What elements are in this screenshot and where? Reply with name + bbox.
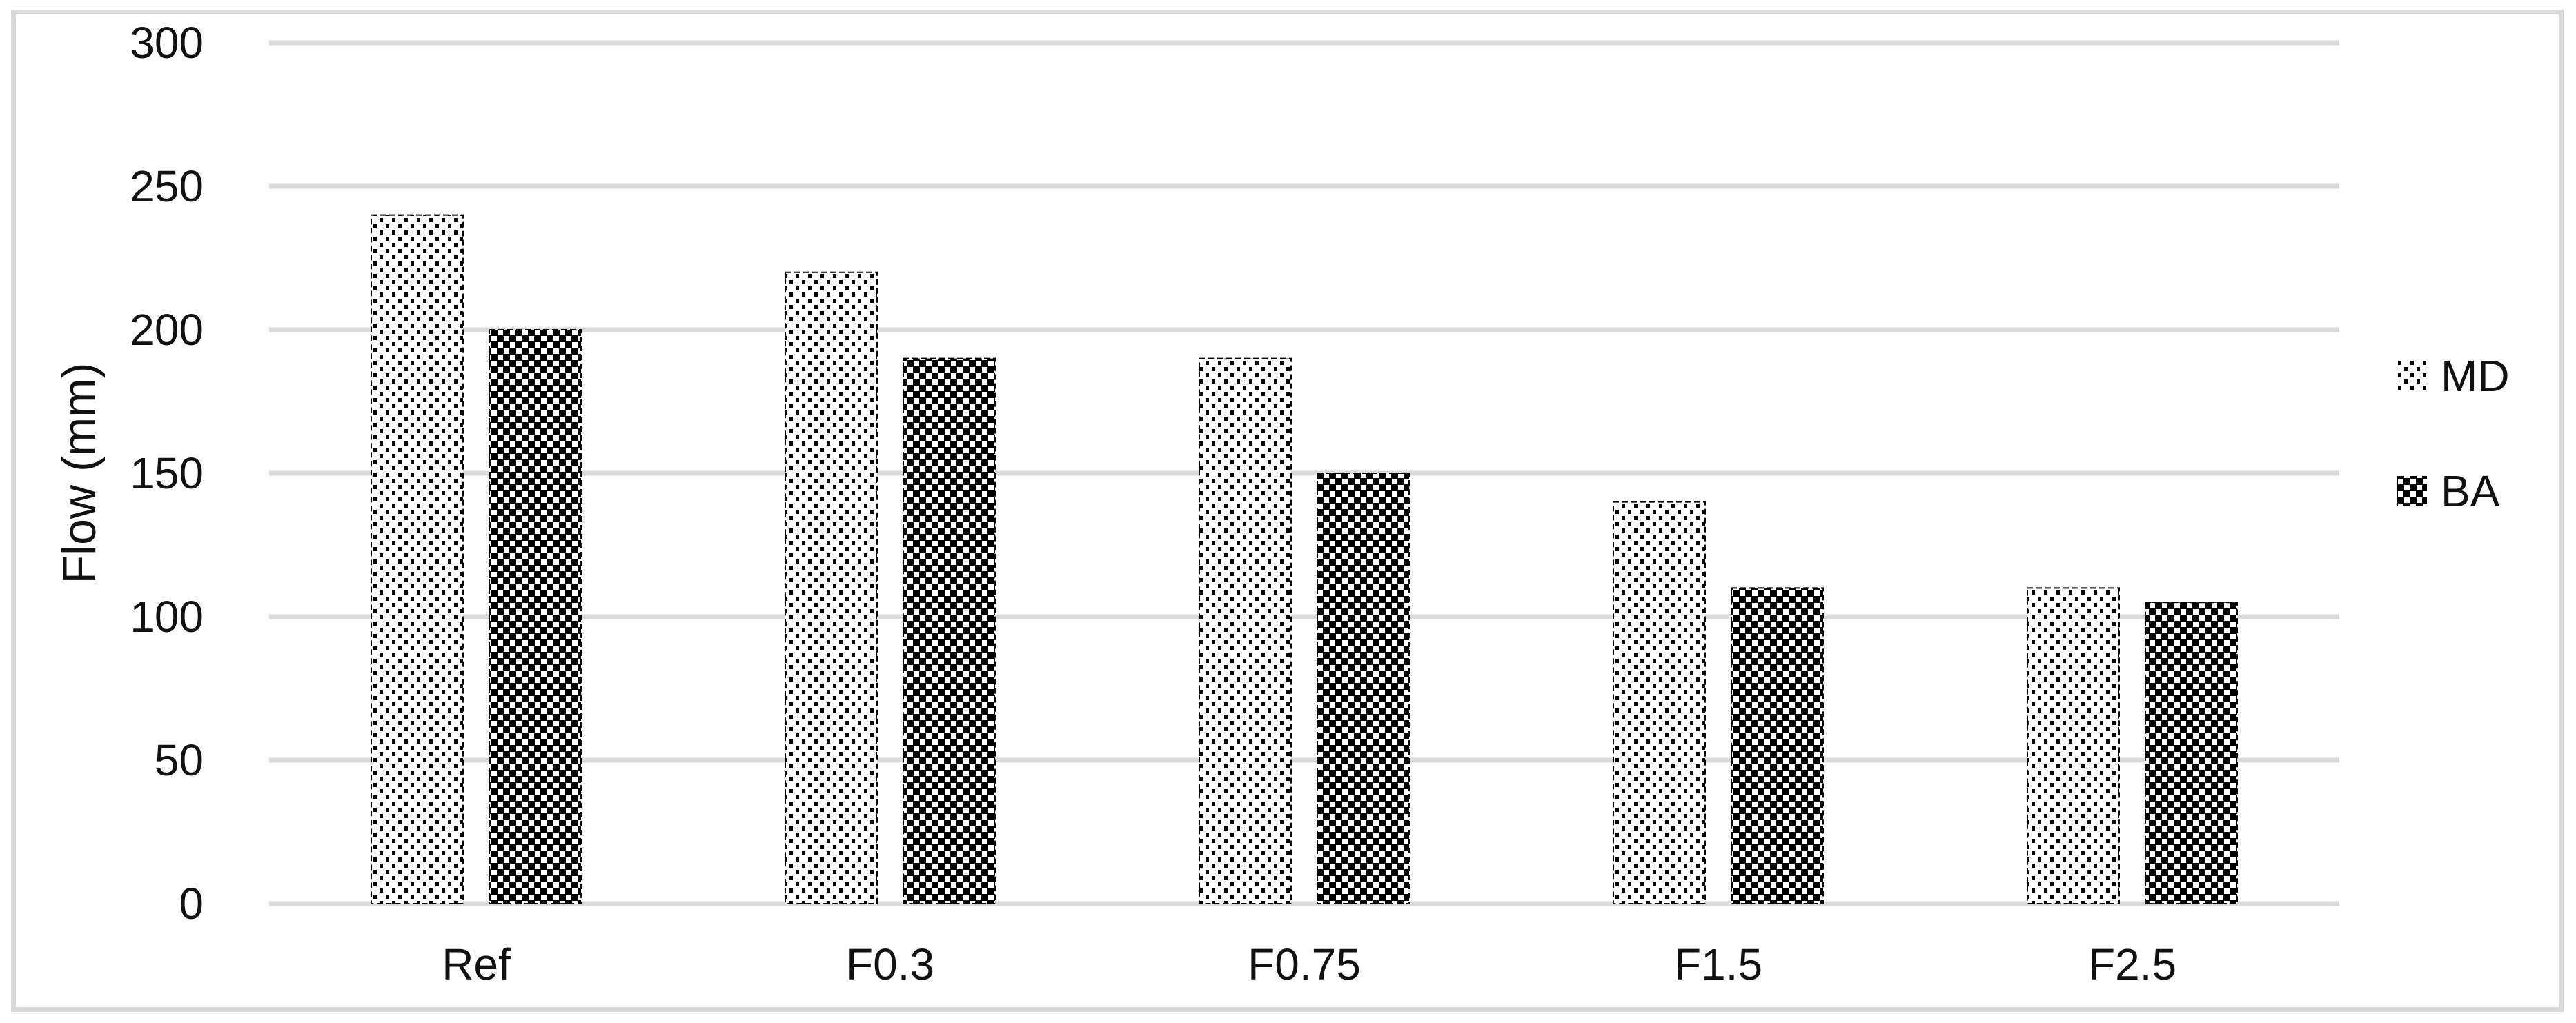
y-tick-label-200: 200: [130, 305, 204, 355]
x-category-label-f0.75: F0.75: [1248, 940, 1361, 989]
bar-md-f0.3: [785, 271, 878, 904]
bars: [371, 214, 2238, 905]
legend-swatches: [2397, 361, 2427, 506]
legend-swatch-md: [2397, 361, 2427, 391]
y-tick-label-150: 150: [130, 448, 204, 498]
gridline-100: [269, 614, 2339, 619]
gridline-50: [269, 757, 2339, 763]
x-category-label-f2.5: F2.5: [2087, 940, 2177, 989]
x-category-label-f0.3: F0.3: [845, 940, 935, 989]
y-tick-label-300: 300: [130, 18, 204, 68]
y-tick-label-50: 50: [154, 735, 204, 785]
legend-label-md: MD: [2441, 351, 2510, 401]
y-tick-label-0: 0: [179, 879, 204, 928]
bar-ba-f0.3: [903, 357, 996, 904]
gridline-250: [269, 183, 2339, 189]
legend-swatch-ba: [2397, 476, 2427, 506]
gridline-300: [269, 40, 2339, 46]
x-category-label-f1.5: F1.5: [1673, 940, 1763, 989]
gridline-0: [269, 901, 2339, 906]
y-tick-label-100: 100: [130, 592, 204, 642]
legend-label-ba: BA: [2441, 466, 2500, 516]
y-tick-label-250: 250: [130, 161, 204, 211]
x-category-label-ref: Ref: [442, 940, 511, 989]
bar-md-f1.5: [1613, 501, 1706, 904]
bar-ba-f2.5: [2145, 602, 2238, 904]
bar-md-f2.5: [2027, 587, 2120, 905]
bar-ba-ref: [489, 329, 582, 904]
gridline-200: [269, 327, 2339, 332]
gridlines: [269, 40, 2339, 906]
bar-ba-f0.75: [1317, 473, 1410, 904]
bar-md-ref: [371, 214, 464, 905]
gridline-150: [269, 470, 2339, 476]
bar-ba-f1.5: [1731, 587, 1824, 905]
bar-md-f0.75: [1199, 357, 1292, 904]
